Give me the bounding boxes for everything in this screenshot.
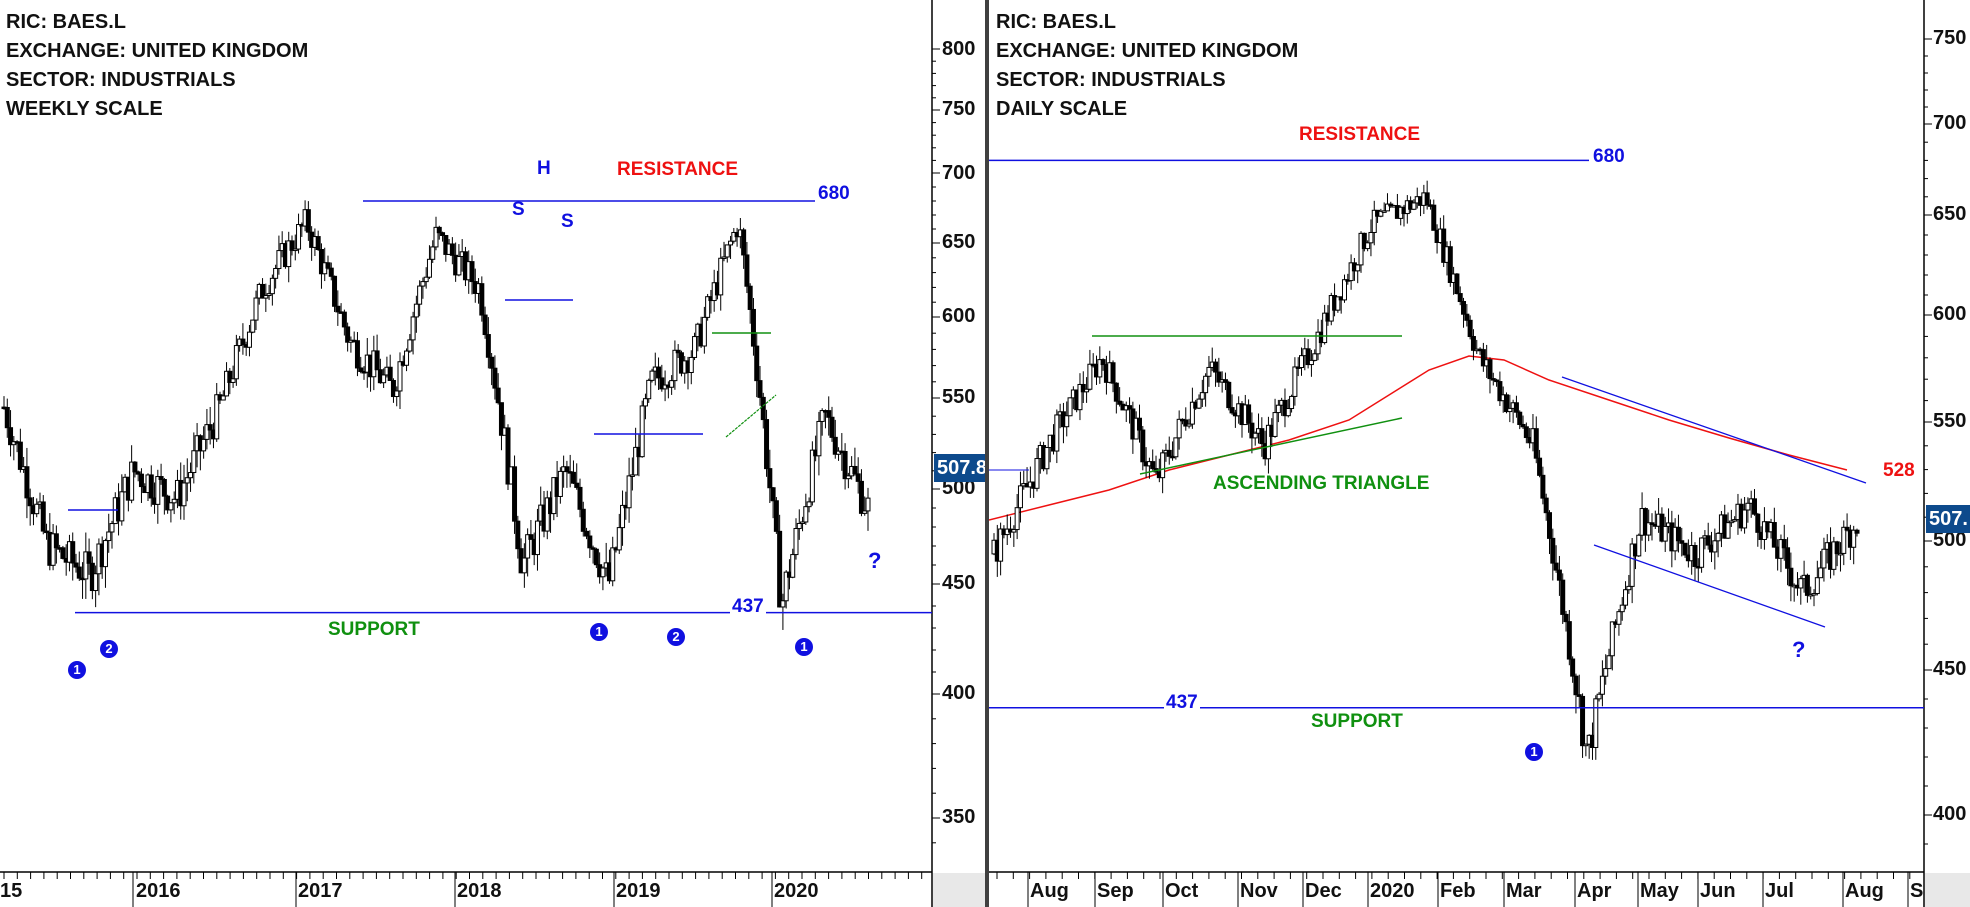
x-tick: May [1640, 880, 1679, 902]
exchange-label: EXCHANGE: UNITED KINGDOM [6, 40, 309, 62]
x-tick: 2019 [616, 880, 661, 902]
marker-1: 1 [590, 623, 608, 641]
y-tick: 700 [942, 162, 976, 184]
last-price-badge: 507.8 [934, 454, 985, 482]
scale-label: WEEKLY SCALE [6, 98, 163, 120]
daily-candlestick-chart [989, 0, 1932, 907]
resistance-value: 680 [1593, 146, 1625, 167]
exchange-label: EXCHANGE: UNITED KINGDOM [996, 40, 1299, 62]
scale-label: DAILY SCALE [996, 98, 1128, 120]
x-tick: 2017 [298, 880, 343, 902]
daily-chart-info: RIC: BAES.L EXCHANGE: UNITED KINGDOM SEC… [996, 8, 1298, 124]
x-tick: 2018 [457, 880, 502, 902]
x-tick: Oct [1165, 880, 1199, 902]
sector-label: SECTOR: INDUSTRIALS [6, 69, 236, 91]
x-tick: 15 [0, 880, 23, 902]
sector-label: SECTOR: INDUSTRIALS [996, 69, 1226, 91]
question-mark: ? [1792, 637, 1806, 662]
x-tick: Aug [1030, 880, 1069, 902]
triangle-label: ASCENDING TRIANGLE [1213, 473, 1430, 494]
y-tick: 750 [1933, 27, 1967, 49]
weekly-candlestick-chart [0, 0, 940, 907]
daily-chart-panel: RIC: BAES.L EXCHANGE: UNITED KINGDOM SEC… [989, 0, 1970, 907]
y-tick: 350 [942, 806, 976, 828]
y-tick: 400 [942, 682, 976, 704]
x-tick: 2020 [1370, 880, 1415, 902]
y-tick: 800 [942, 38, 976, 60]
x-tick: Aug [1845, 880, 1884, 902]
x-tick: Feb [1440, 880, 1476, 902]
marker-2: 2 [100, 640, 118, 658]
y-tick: 450 [942, 572, 976, 594]
right-shoulder-label: S [561, 211, 574, 232]
question-mark: ? [868, 548, 882, 573]
head-label: H [537, 158, 551, 179]
x-tick: 2020 [774, 880, 819, 902]
support-value: 437 [730, 596, 766, 618]
x-tick: Mar [1506, 880, 1542, 902]
y-tick: 650 [942, 231, 976, 253]
resistance-label: RESISTANCE [617, 159, 739, 180]
support-value: 437 [1164, 692, 1200, 714]
axis-corner [933, 873, 985, 907]
y-tick: 400 [1933, 803, 1967, 825]
y-tick: 750 [942, 98, 976, 120]
x-tick: S [1910, 880, 1924, 902]
y-tick: 600 [1933, 303, 1967, 325]
x-tick: 2016 [136, 880, 181, 902]
weekly-chart-info: RIC: BAES.L EXCHANGE: UNITED KINGDOM SEC… [6, 8, 308, 124]
resistance-label: RESISTANCE [1299, 124, 1421, 145]
x-tick: Dec [1305, 880, 1342, 902]
x-tick: Jul [1765, 880, 1794, 902]
x-tick: Apr [1577, 880, 1612, 902]
x-tick: Nov [1240, 880, 1278, 902]
panel-divider[interactable] [985, 0, 989, 907]
ric-label: RIC: BAES.L [6, 11, 126, 33]
marker-1: 1 [1525, 743, 1543, 761]
y-tick: 550 [942, 386, 976, 408]
marker-2: 2 [667, 628, 685, 646]
weekly-chart-panel: RIC: BAES.L EXCHANGE: UNITED KINGDOM SEC… [0, 0, 985, 907]
marker-1: 1 [68, 661, 86, 679]
marker-1: 1 [795, 638, 813, 656]
left-shoulder-label: S [512, 199, 525, 220]
y-tick: 550 [1933, 410, 1967, 432]
axis-corner [1925, 873, 1970, 907]
y-tick: 450 [1933, 658, 1967, 680]
ma-value-label: 528 [1883, 460, 1915, 481]
ric-label: RIC: BAES.L [996, 11, 1116, 33]
support-label: SUPPORT [328, 619, 420, 640]
y-tick: 500 [942, 477, 976, 499]
y-tick: 500 [1933, 529, 1967, 551]
y-tick: 700 [1933, 112, 1967, 134]
resistance-value: 680 [818, 183, 850, 204]
last-price-badge: 507. [1926, 505, 1970, 533]
x-tick: Sep [1097, 880, 1134, 902]
support-label: SUPPORT [1311, 711, 1403, 732]
y-tick: 600 [942, 305, 976, 327]
y-tick: 650 [1933, 203, 1967, 225]
x-tick: Jun [1700, 880, 1736, 902]
